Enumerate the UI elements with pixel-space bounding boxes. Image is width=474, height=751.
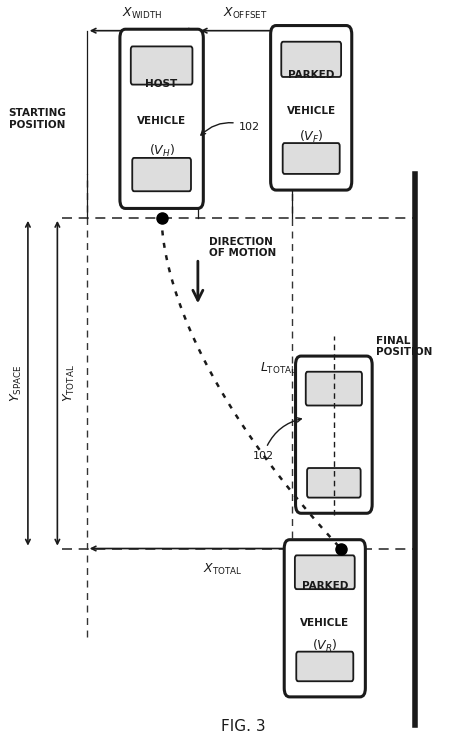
FancyBboxPatch shape bbox=[306, 372, 362, 406]
Text: VEHICLE: VEHICLE bbox=[287, 107, 336, 116]
Text: $Y_\mathrm{SPACE}$: $Y_\mathrm{SPACE}$ bbox=[9, 364, 24, 402]
FancyBboxPatch shape bbox=[283, 143, 340, 174]
Bar bbox=[345, 83, 349, 89]
Bar bbox=[197, 92, 201, 98]
FancyBboxPatch shape bbox=[296, 356, 372, 513]
FancyBboxPatch shape bbox=[281, 42, 341, 77]
Bar bbox=[122, 92, 127, 98]
Text: PARKED: PARKED bbox=[301, 581, 348, 591]
FancyBboxPatch shape bbox=[307, 468, 361, 498]
Bar bbox=[359, 596, 363, 600]
Text: $L_\mathrm{TOTAL}$: $L_\mathrm{TOTAL}$ bbox=[260, 361, 298, 376]
FancyBboxPatch shape bbox=[296, 652, 353, 681]
Text: HOST: HOST bbox=[146, 80, 178, 89]
Bar bbox=[298, 412, 302, 417]
Bar bbox=[365, 412, 370, 417]
Text: $X_\mathrm{OFFSET}$: $X_\mathrm{OFFSET}$ bbox=[223, 6, 267, 21]
Text: $X_\mathrm{WIDTH}$: $X_\mathrm{WIDTH}$ bbox=[122, 6, 163, 21]
Text: VEHICLE: VEHICLE bbox=[137, 116, 186, 126]
FancyBboxPatch shape bbox=[271, 26, 352, 190]
Text: $(V_F)$: $(V_F)$ bbox=[299, 129, 323, 145]
Bar bbox=[273, 83, 277, 89]
Text: $(V_R)$: $(V_R)$ bbox=[312, 638, 337, 654]
Text: $X_\mathrm{TOTAL}$: $X_\mathrm{TOTAL}$ bbox=[203, 562, 243, 577]
FancyBboxPatch shape bbox=[120, 29, 203, 209]
Text: STARTING
POSITION: STARTING POSITION bbox=[8, 108, 66, 130]
FancyBboxPatch shape bbox=[284, 540, 365, 697]
Text: $Y_\mathrm{TOTAL}$: $Y_\mathrm{TOTAL}$ bbox=[62, 364, 77, 403]
Text: FINAL
POSITION: FINAL POSITION bbox=[376, 336, 432, 357]
Bar bbox=[286, 596, 291, 600]
Text: 102: 102 bbox=[253, 418, 301, 460]
FancyBboxPatch shape bbox=[295, 555, 355, 589]
Text: VEHICLE: VEHICLE bbox=[300, 618, 349, 628]
FancyBboxPatch shape bbox=[131, 47, 192, 85]
Text: DIRECTION
OF MOTION: DIRECTION OF MOTION bbox=[209, 237, 276, 258]
Text: $(V_H)$: $(V_H)$ bbox=[148, 143, 175, 159]
Text: 102: 102 bbox=[201, 122, 260, 135]
FancyBboxPatch shape bbox=[132, 158, 191, 192]
Text: FIG. 3: FIG. 3 bbox=[221, 719, 265, 734]
Text: PARKED: PARKED bbox=[288, 70, 334, 80]
